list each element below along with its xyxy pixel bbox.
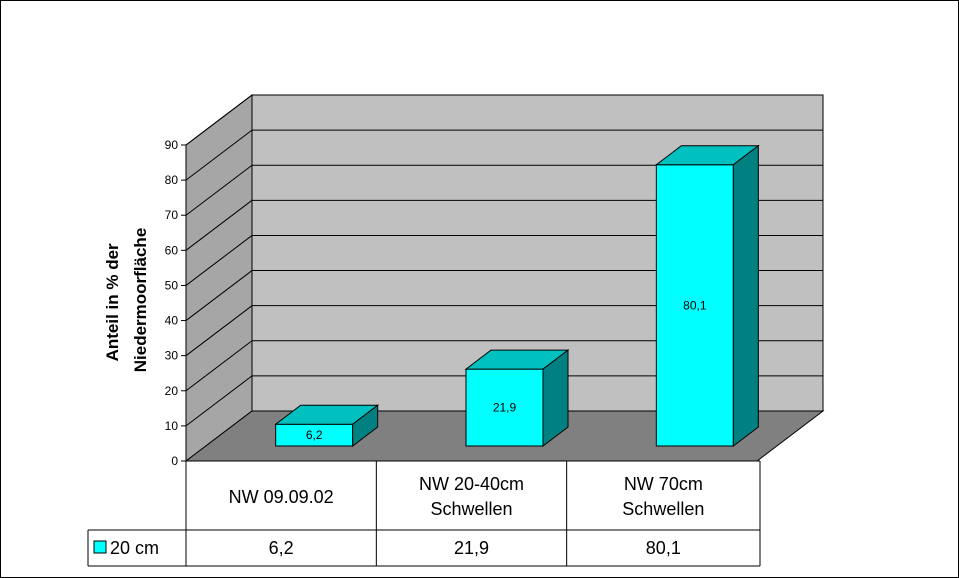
bar-side (732, 144, 759, 448)
bar-side (352, 404, 379, 448)
data-label: 21,9 (493, 401, 517, 415)
y-axis: 0 10 20 30 40 50 60 70 80 90 (165, 138, 187, 468)
y-tick-label: 30 (165, 349, 179, 363)
y-tick-label: 0 (171, 454, 178, 468)
x-category-label: NW 70cm Schwellen (622, 474, 704, 519)
gridline-side (185, 270, 253, 321)
bar: 6,2 (274, 404, 380, 448)
gridline-side (185, 199, 253, 251)
data-table: NW 09.09.02 6,2 NW 20-40cm Schwellen 21,9 NW … (87, 460, 761, 567)
gridline-side (185, 235, 253, 286)
bars: 6,2 21,9 80,1 (274, 144, 760, 448)
gridline-side (185, 375, 253, 427)
bar: 21,9 (464, 349, 570, 448)
table-value: 21,9 (454, 538, 489, 558)
table-value: 6,2 (269, 538, 294, 558)
gridline-side (185, 340, 253, 392)
y-tick-label: 40 (165, 314, 179, 328)
gridline-side (185, 305, 253, 357)
gridline-side (185, 94, 253, 146)
bar: 80,1 (654, 144, 760, 448)
data-label: 80,1 (683, 298, 707, 312)
y-tick-label: 50 (165, 278, 179, 292)
y-tick-label: 70 (165, 208, 179, 222)
data-label: 6,2 (306, 428, 323, 442)
legend-swatch (93, 540, 107, 554)
x-category-label: NW 20-40cm Schwellen (419, 474, 524, 519)
x-category-label: NW 09.09.02 (229, 487, 334, 507)
y-axis-title: Anteil in % der Niedermoorfläche (103, 228, 150, 373)
y-tick-label: 80 (165, 173, 179, 187)
y-tick-label: 20 (165, 384, 179, 398)
y-tick-label: 60 (165, 243, 179, 257)
table-value: 80,1 (646, 538, 681, 558)
gridline-side (185, 129, 253, 181)
legend-series-name: 20 cm (110, 538, 159, 558)
y-tick-label: 10 (165, 419, 179, 433)
bar-side (542, 349, 569, 448)
y-axis-title-line-1: Anteil in % der (103, 243, 122, 361)
y-axis-title-line-2: Niedermoorfläche (131, 228, 150, 373)
y-tick-label: 90 (165, 138, 179, 152)
gridline-side (185, 164, 253, 216)
